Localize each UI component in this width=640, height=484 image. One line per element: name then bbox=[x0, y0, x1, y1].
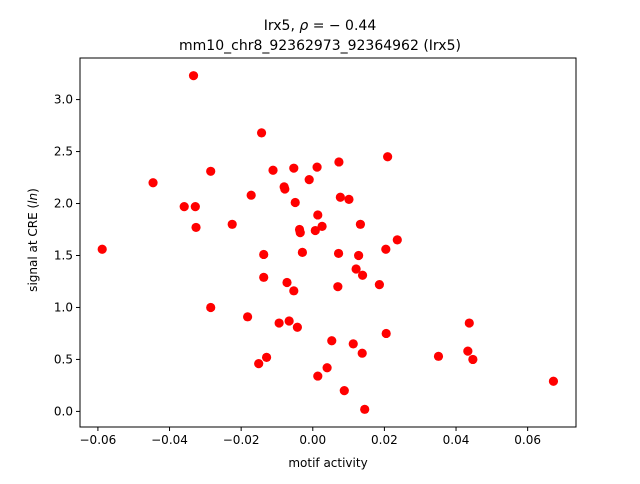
data-point-50 bbox=[360, 404, 370, 414]
y-tick-label: 0.0 bbox=[54, 404, 73, 418]
data-point-36 bbox=[322, 363, 332, 373]
data-point-32 bbox=[312, 162, 322, 172]
data-point-21 bbox=[282, 277, 292, 288]
y-tick-label: 3.0 bbox=[54, 93, 73, 107]
data-point-23 bbox=[289, 163, 299, 173]
data-point-22 bbox=[284, 316, 294, 326]
data-point-42 bbox=[339, 386, 349, 396]
data-point-38 bbox=[333, 282, 343, 292]
data-point-24 bbox=[289, 286, 299, 296]
x-tick-label: −0.02 bbox=[223, 433, 260, 447]
data-point-2 bbox=[148, 178, 158, 188]
data-point-58 bbox=[464, 318, 474, 328]
data-point-57 bbox=[463, 346, 473, 356]
x-tick-label: 0.00 bbox=[299, 433, 326, 447]
data-point-31 bbox=[310, 225, 320, 236]
data-point-35 bbox=[317, 221, 327, 231]
data-point-60 bbox=[548, 376, 559, 386]
data-point-26 bbox=[292, 322, 302, 332]
data-point-56 bbox=[433, 351, 444, 361]
data-point-49 bbox=[357, 270, 368, 280]
data-point-8 bbox=[206, 302, 216, 313]
data-point-39 bbox=[333, 248, 344, 259]
data-point-6 bbox=[191, 222, 201, 233]
data-point-34 bbox=[313, 371, 323, 381]
data-point-20 bbox=[280, 184, 290, 194]
data-point-54 bbox=[383, 152, 393, 162]
data-point-14 bbox=[259, 249, 269, 260]
x-tick-label: −0.06 bbox=[80, 433, 117, 447]
data-point-46 bbox=[354, 250, 364, 261]
y-axis-label-suffix: ) bbox=[26, 188, 40, 193]
data-point-33 bbox=[313, 210, 323, 220]
title-rho-value: = − 0.44 bbox=[308, 18, 376, 34]
data-point-17 bbox=[268, 165, 278, 175]
data-point-48 bbox=[357, 348, 367, 358]
y-tick-label: 0.5 bbox=[54, 352, 73, 366]
y-tick-label: 1.5 bbox=[54, 248, 73, 262]
y-axis-label: signal at CRE (ln) bbox=[26, 188, 40, 292]
chart-title-line2: mm10_chr8_92362973_92364962 (Irx5) bbox=[179, 38, 461, 54]
y-axis-label-prefix: signal at CRE ( bbox=[26, 204, 40, 292]
data-point-10 bbox=[243, 312, 253, 322]
data-point-30 bbox=[304, 175, 314, 185]
data-point-9 bbox=[227, 219, 237, 229]
data-point-41 bbox=[335, 192, 345, 202]
x-tick-label: 0.02 bbox=[371, 433, 398, 447]
x-tick-label: 0.04 bbox=[443, 433, 470, 447]
data-point-7 bbox=[206, 166, 216, 176]
data-point-18 bbox=[274, 318, 284, 328]
data-point-25 bbox=[290, 197, 300, 208]
data-point-28 bbox=[295, 228, 305, 238]
y-axis-label-italic: ln bbox=[26, 193, 40, 204]
title-gene-prefix: Irx5, bbox=[264, 18, 300, 34]
data-point-44 bbox=[348, 339, 358, 349]
plot-frame bbox=[79, 57, 577, 428]
data-point-37 bbox=[327, 336, 337, 346]
x-axis-label: motif activity bbox=[288, 456, 367, 470]
data-point-52 bbox=[381, 244, 391, 254]
y-tick-label: 2.0 bbox=[54, 197, 73, 211]
y-axis-ticks: 0.0 0.5 1.0 1.5 2.0 2.5 3.0 bbox=[54, 93, 80, 418]
data-point-13 bbox=[256, 128, 267, 138]
y-tick-label: 2.5 bbox=[54, 145, 73, 159]
data-point-47 bbox=[355, 219, 366, 229]
x-axis-ticks: −0.06 −0.04 −0.02 0.00 0.02 0.04 0.06 bbox=[80, 427, 541, 447]
data-point-4 bbox=[188, 71, 199, 81]
data-point-12 bbox=[254, 358, 264, 369]
data-point-53 bbox=[381, 328, 391, 339]
data-point-3 bbox=[179, 202, 189, 212]
data-point-5 bbox=[190, 202, 200, 212]
data-point-29 bbox=[297, 247, 307, 257]
data-point-45 bbox=[351, 264, 361, 274]
chart-title-line1: Irx5, ρ = − 0.44 bbox=[264, 18, 377, 34]
data-point-51 bbox=[374, 279, 384, 290]
title-rho-symbol: ρ bbox=[299, 18, 308, 34]
data-point-1 bbox=[97, 244, 107, 254]
data-point-15 bbox=[259, 272, 269, 282]
x-tick-label: 0.06 bbox=[514, 433, 541, 447]
data-point-59 bbox=[468, 354, 478, 365]
y-tick-label: 1.0 bbox=[54, 300, 73, 314]
x-tick-label: −0.04 bbox=[151, 433, 188, 447]
data-point-11 bbox=[246, 190, 256, 200]
data-point-55 bbox=[392, 235, 402, 245]
scatter-points bbox=[97, 71, 559, 414]
data-point-16 bbox=[261, 352, 272, 362]
data-point-43 bbox=[344, 194, 354, 204]
data-point-40 bbox=[334, 157, 344, 167]
